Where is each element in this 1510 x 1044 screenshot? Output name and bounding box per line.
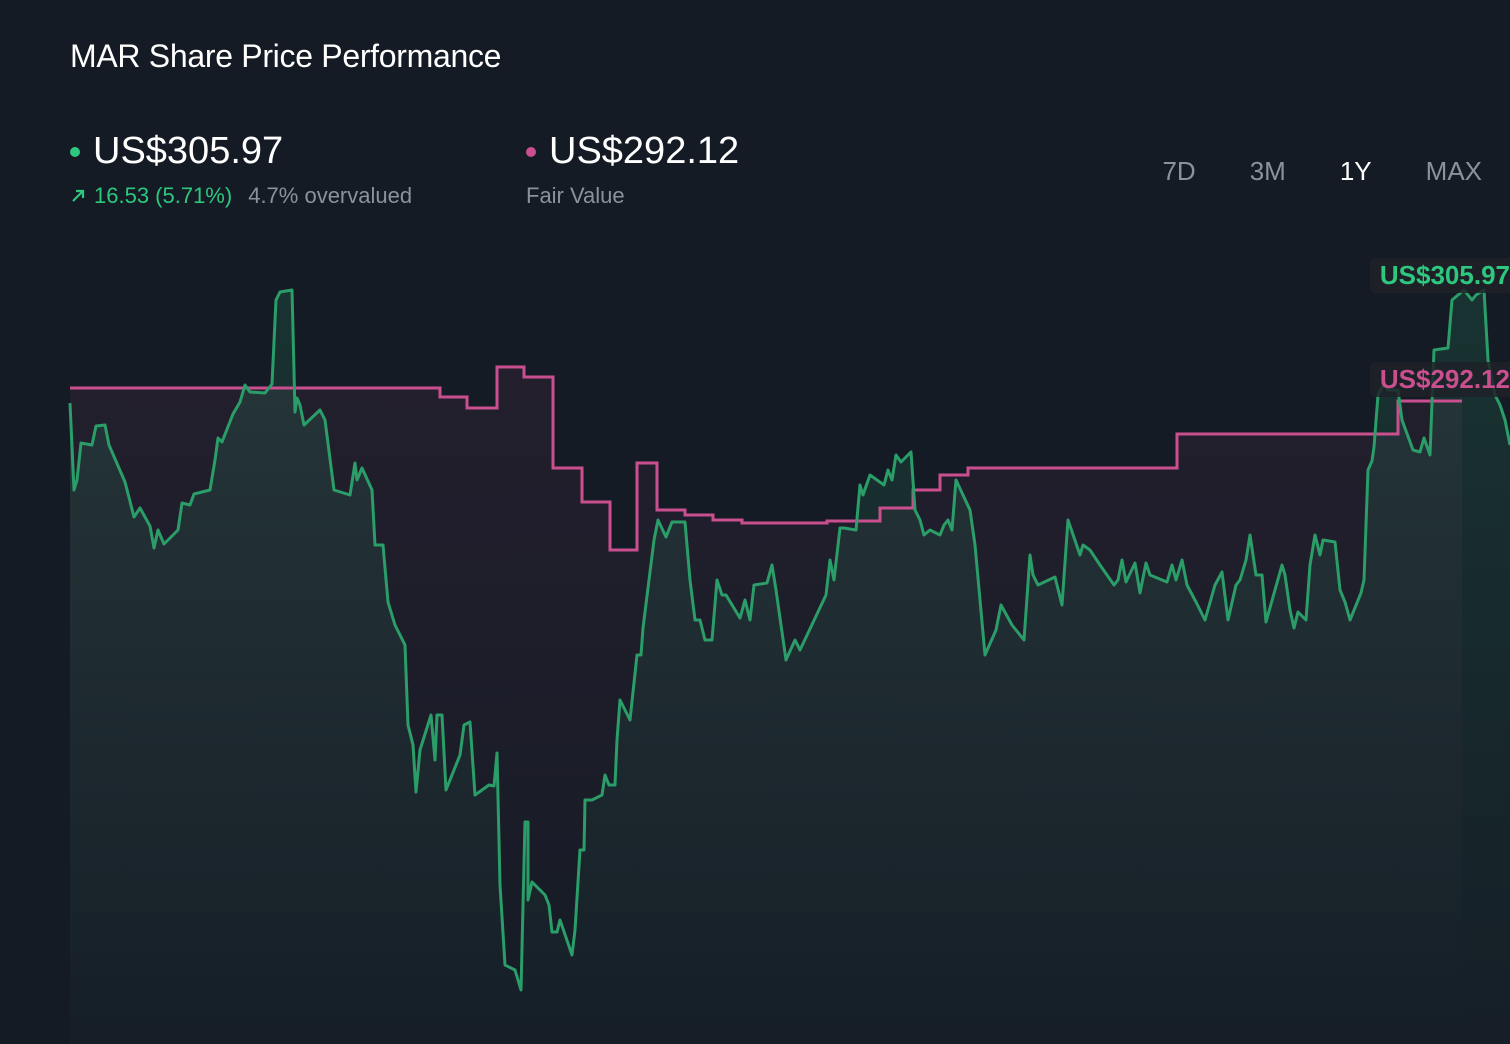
- fair-value-legend: US$292.12 Fair Value: [526, 130, 739, 209]
- price-area: [70, 290, 1510, 1044]
- page-title: MAR Share Price Performance: [70, 38, 502, 74]
- tab-3m[interactable]: 3M: [1249, 156, 1286, 186]
- price-change: 16.53 (5.71%): [94, 183, 233, 208]
- fair-value-price: US$292.12: [549, 130, 740, 172]
- tab-1y[interactable]: 1Y: [1339, 156, 1372, 186]
- fair-value-tag: US$292.12: [1369, 362, 1510, 397]
- price-tag: US$305.97: [1369, 258, 1510, 293]
- current-price: US$305.97: [93, 130, 284, 172]
- arrow-up-right-icon: [72, 189, 85, 202]
- range-tabs: 7D 3M 1Y MAX: [1108, 156, 1482, 187]
- tab-max[interactable]: MAX: [1425, 156, 1482, 186]
- price-legend: US$305.97 16.53 (5.71%) 4.7% overvalued: [70, 130, 412, 209]
- fair-value-dot-icon: [526, 146, 536, 157]
- valuation-status: 4.7% overvalued: [248, 183, 413, 208]
- price-dot-icon: [70, 146, 80, 157]
- fair-value-label: Fair Value: [526, 183, 625, 208]
- price-line: [68, 288, 1510, 992]
- fair-value-line: [70, 365, 1462, 552]
- tab-7d[interactable]: 7D: [1162, 156, 1196, 186]
